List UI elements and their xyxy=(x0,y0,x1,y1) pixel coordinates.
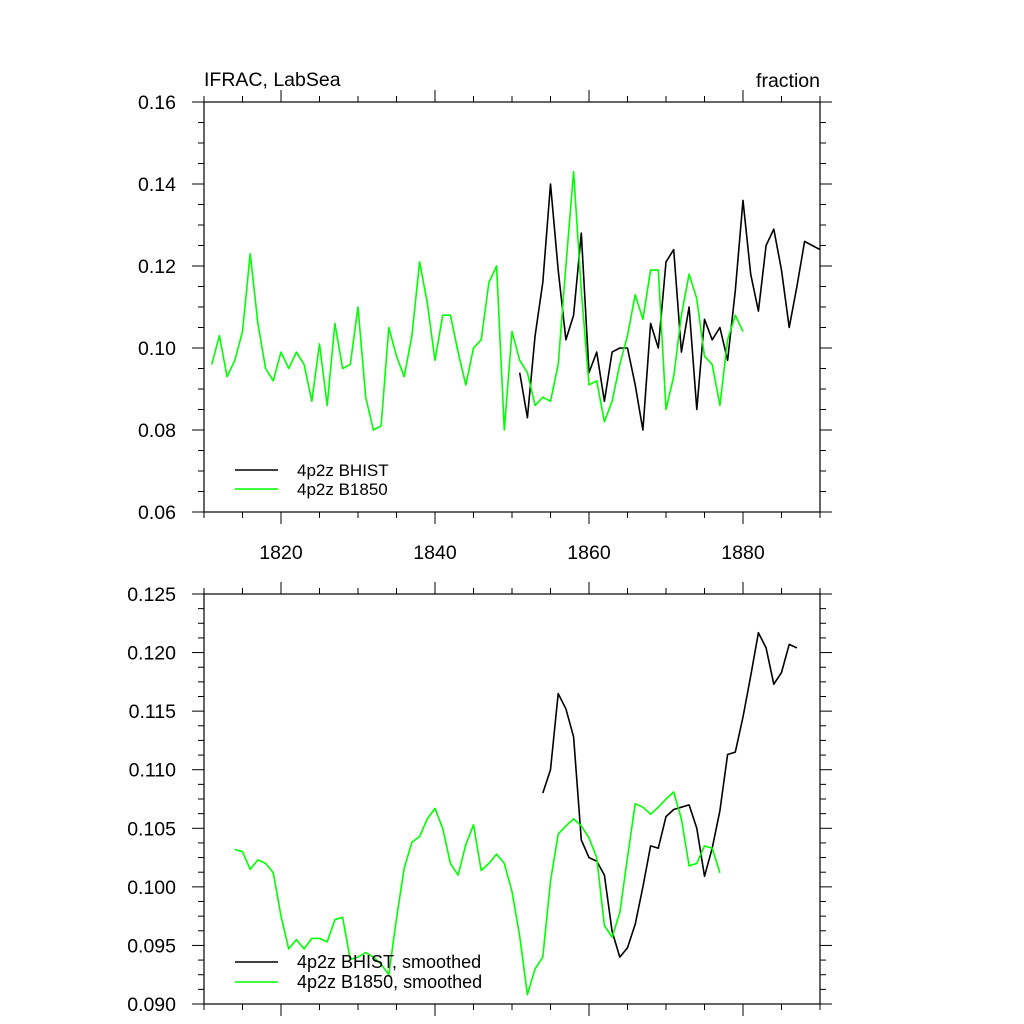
y-tick-label: 0.06 xyxy=(138,502,176,524)
panel-top: IFRAC, LabSea fraction 1820 1840 1860 1880 0… xyxy=(138,69,832,564)
plot-frame xyxy=(203,101,821,513)
y-tick-label: 0.110 xyxy=(129,760,177,782)
y-tick-label: 0.100 xyxy=(127,877,176,899)
plot-frame xyxy=(203,593,821,1005)
y-tick-label: 0.10 xyxy=(138,338,176,360)
legend-label: 4p2z BHIST xyxy=(297,461,389,480)
x-tick-label: 1820 xyxy=(259,542,303,564)
y-tick-label: 0.14 xyxy=(138,174,176,196)
legend-label: 4p2z BHIST, smoothed xyxy=(297,952,481,972)
x-tick-label: 1880 xyxy=(721,542,765,564)
y-tick-label: 0.120 xyxy=(127,643,176,665)
panel-bottom: 0.090 0.095 0.100 0.105 0.110 0.115 0.120 0.125… xyxy=(127,582,832,1016)
panel-title-right: fraction xyxy=(756,70,820,92)
y-tick-label: 0.105 xyxy=(127,818,176,840)
series-line-b1850 xyxy=(210,170,744,431)
legend-label: 4p2z B1850 xyxy=(297,480,388,499)
y-tick-label: 0.125 xyxy=(127,584,176,606)
y-tick-label: 0.090 xyxy=(127,994,176,1016)
y-tick-label: 0.095 xyxy=(127,935,176,957)
series-line-bhist xyxy=(518,183,821,431)
y-tick-label: 0.12 xyxy=(138,256,176,278)
legend-label: 4p2z B1850, smoothed xyxy=(297,972,482,992)
y-tick-label: 0.16 xyxy=(138,92,176,114)
x-tick-label: 1860 xyxy=(567,542,611,564)
y-tick-label: 0.115 xyxy=(129,701,177,723)
panel-title-left: IFRAC, LabSea xyxy=(204,69,341,91)
y-tick-label: 0.08 xyxy=(138,420,176,442)
series-line-b1850 xyxy=(234,791,721,996)
series-line-bhist xyxy=(542,631,798,958)
x-tick-label: 1840 xyxy=(413,542,457,564)
